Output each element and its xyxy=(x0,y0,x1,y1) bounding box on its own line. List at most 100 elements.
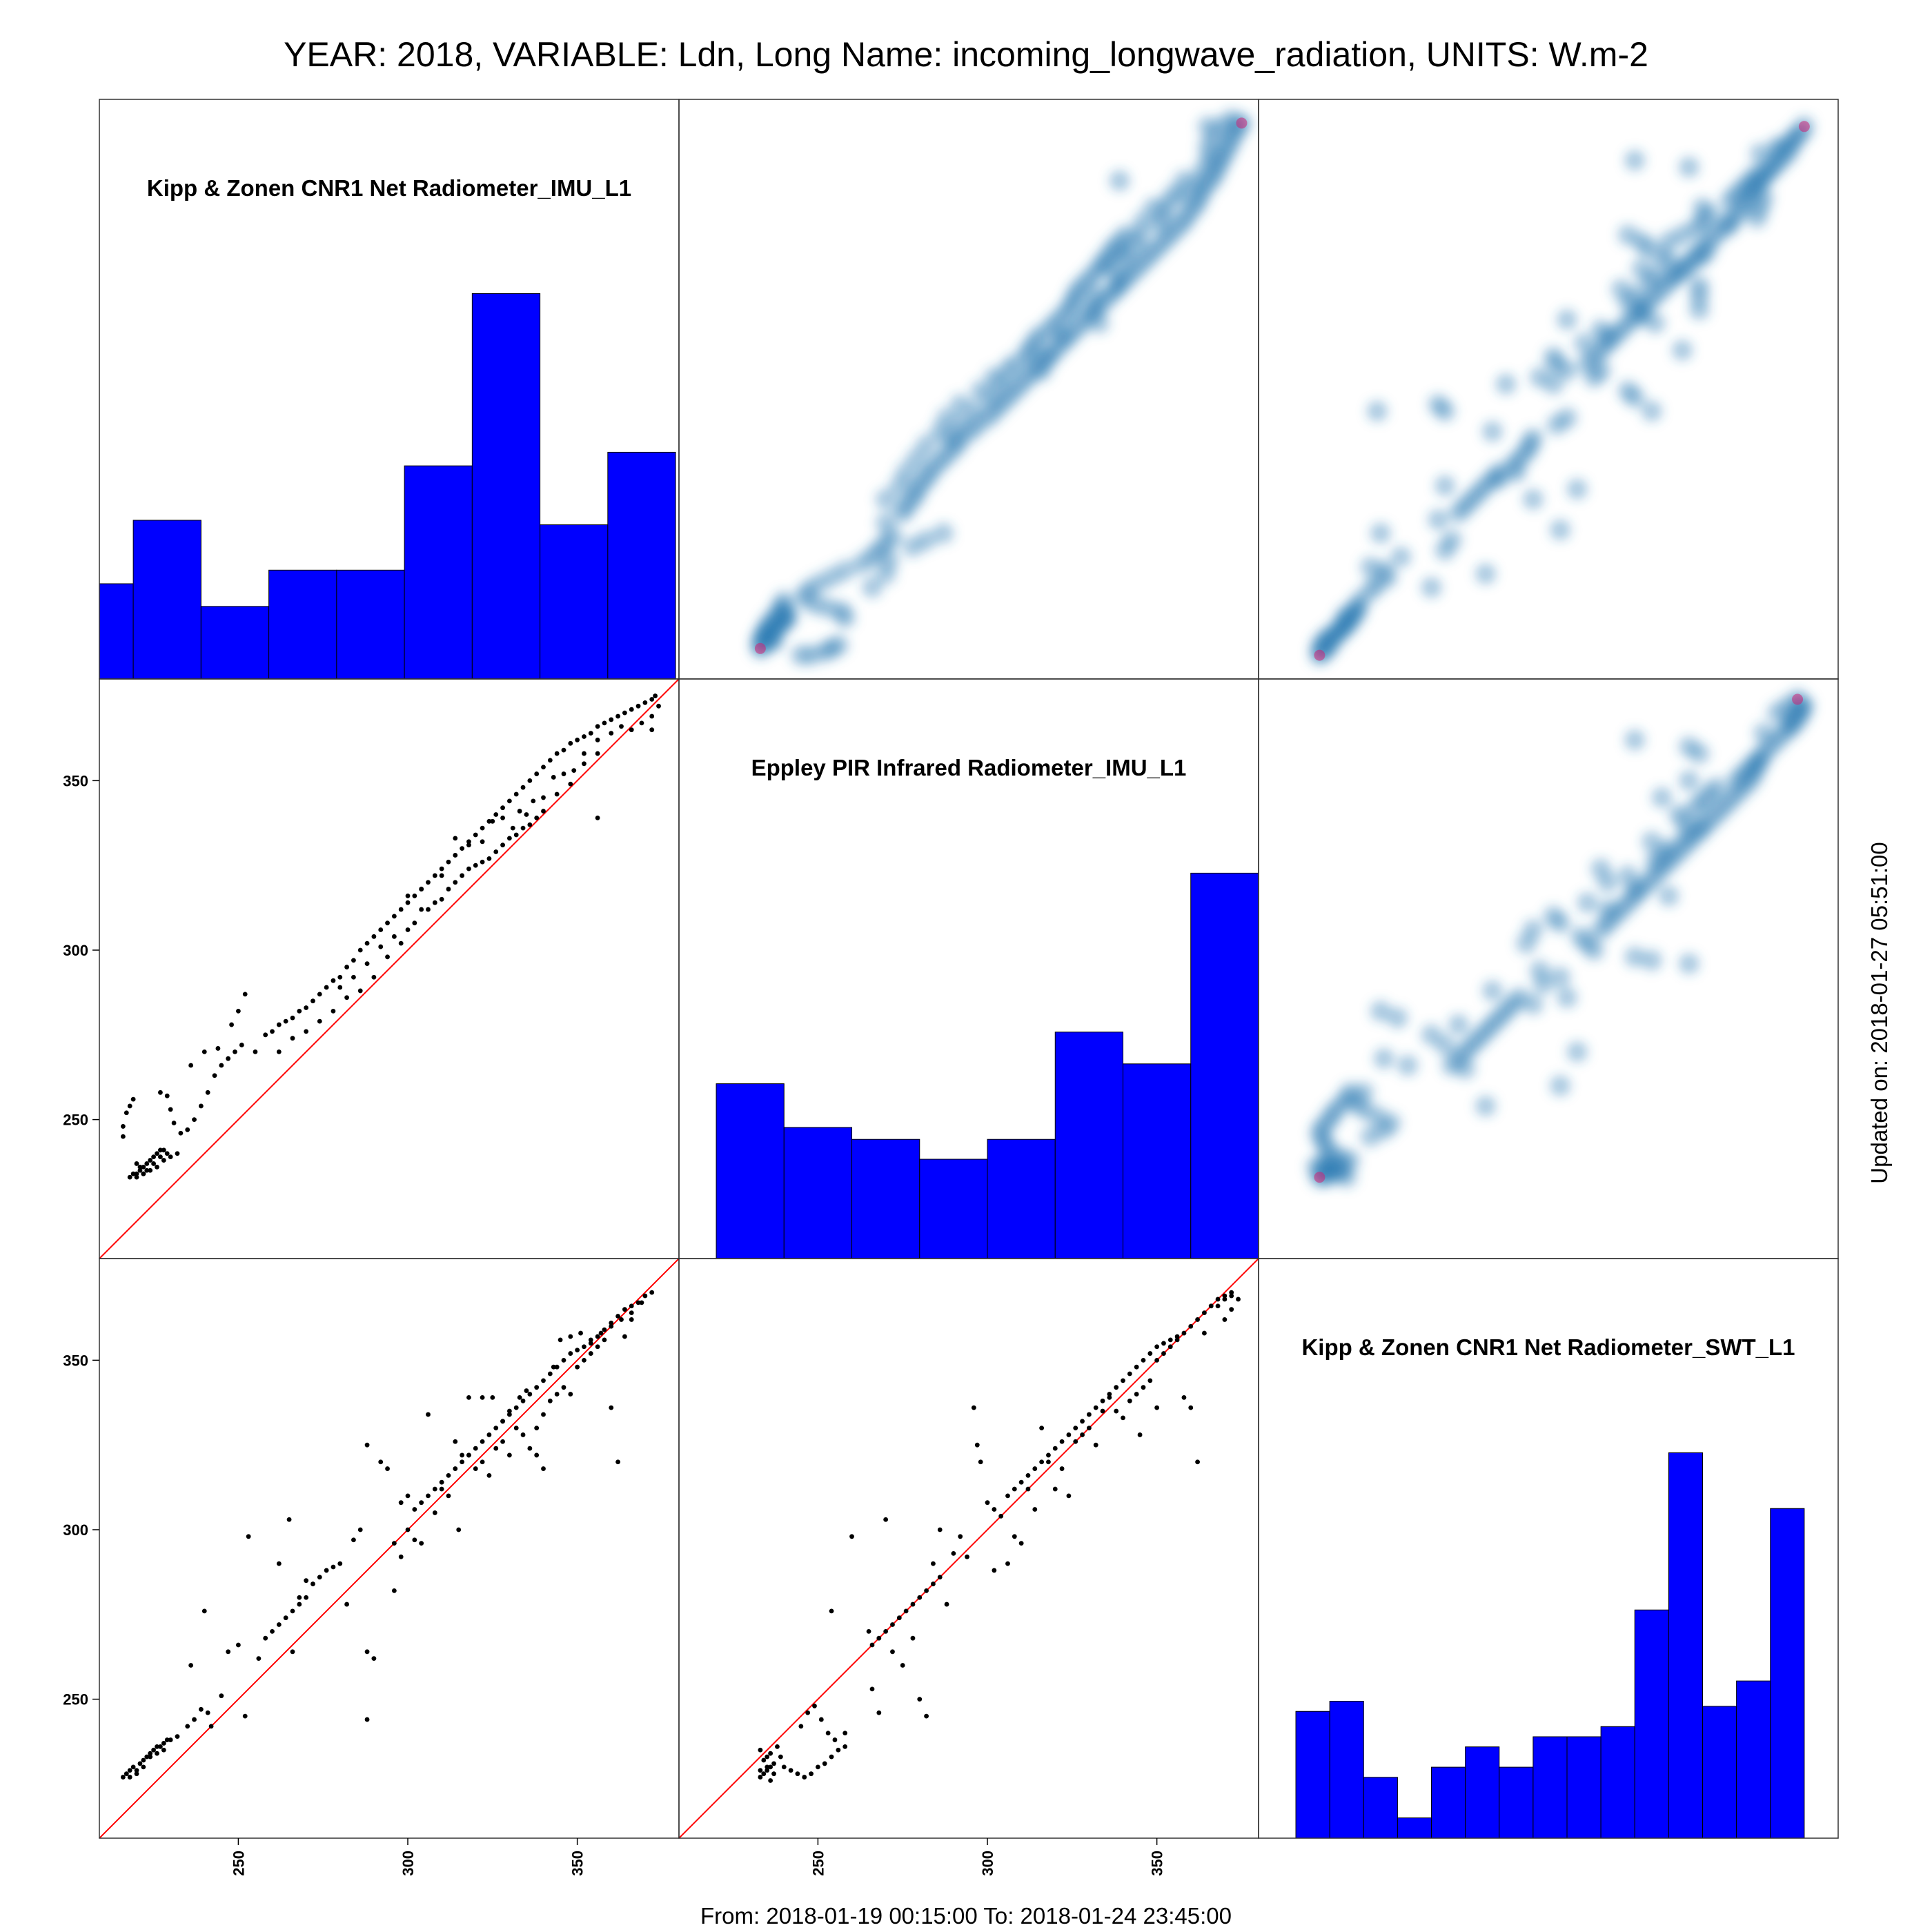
scatter-point-2-1-41 xyxy=(910,1601,916,1607)
scatter-point-2-0-121 xyxy=(534,1426,540,1431)
scatter-point-2-1-95 xyxy=(1202,1310,1207,1315)
density-blob-0-2-114 xyxy=(1610,279,1632,300)
scatter-point-1-0-79 xyxy=(453,853,458,858)
density-blob-0-2-104 xyxy=(1543,346,1564,368)
scatter-point-2-0-83 xyxy=(541,1378,546,1383)
scatter-point-2-1-46 xyxy=(869,1686,875,1692)
density-blob-0-2-51 xyxy=(1522,428,1544,449)
density-blob-0-1-158 xyxy=(963,400,985,422)
density-blob-0-2-145 xyxy=(1617,224,1639,246)
scatter-point-1-0-161 xyxy=(405,927,411,932)
density-blob-1-2-62 xyxy=(1624,946,1646,967)
scatter-point-2-1-23 xyxy=(836,1747,841,1753)
scatter-point-2-0-155 xyxy=(639,1300,644,1305)
scatter-point-2-1-51 xyxy=(910,1635,916,1641)
scatter-point-2-0-53 xyxy=(351,1537,356,1543)
scatter-point-2-0-117 xyxy=(506,1452,512,1458)
density-layer-1-2 xyxy=(1305,689,1815,1188)
scatter-point-1-0-48 xyxy=(236,1009,241,1014)
scatter-point-1-0-33 xyxy=(171,1121,177,1125)
y-tick-label-2-2: 350 xyxy=(63,1352,88,1369)
scatter-point-1-0-119 xyxy=(480,839,485,845)
scatter-point-1-0-95 xyxy=(561,747,566,753)
histogram-bar-2-9 xyxy=(1600,1726,1635,1839)
density-blob-0-2-43 xyxy=(1566,478,1588,500)
scatter-point-2-0-119 xyxy=(520,1432,526,1437)
scatter-point-2-1-69 xyxy=(1025,1472,1031,1478)
scatter-point-1-0-70 xyxy=(391,914,397,919)
diagonal-label-0: Kipp & Zonen CNR1 Net Radiometer_IMU_L1 xyxy=(147,175,631,201)
scatter-point-2-1-98 xyxy=(1222,1293,1228,1299)
density-blob-0-2-45 xyxy=(1488,469,1510,490)
histogram-bar-1-1 xyxy=(783,1127,853,1259)
scatter-point-1-0-2 xyxy=(124,1110,129,1116)
scatter-point-1-0-28 xyxy=(141,1171,146,1176)
scatter-point-2-1-107 xyxy=(1046,1459,1051,1465)
scatter-point-2-1-126 xyxy=(1174,1337,1180,1343)
scatter-point-1-0-123 xyxy=(517,809,522,814)
scatter-point-1-0-154 xyxy=(520,825,526,831)
scatter-point-1-0-35 xyxy=(185,1127,190,1132)
scatter-point-2-0-133 xyxy=(615,1459,620,1465)
density-blob-0-2-108 xyxy=(1590,319,1612,341)
scatter-point-2-1-73 xyxy=(1052,1446,1058,1451)
scatter-point-1-0-84 xyxy=(486,818,492,824)
scatter-point-2-1-114 xyxy=(1093,1442,1098,1448)
y-tick-label-1-2: 350 xyxy=(63,772,88,789)
scatter-point-2-0-137 xyxy=(466,1395,471,1400)
scatter-point-1-0-5 xyxy=(134,1161,139,1166)
density-peak-0-2-1 xyxy=(1798,121,1810,132)
density-blob-1-2-48 xyxy=(1566,1041,1588,1063)
scatter-point-2-1-110 xyxy=(1066,1493,1072,1499)
scatter-point-2-0-100 xyxy=(391,1588,397,1593)
scatter-point-2-1-71 xyxy=(1039,1459,1045,1465)
density-blob-0-1-173 xyxy=(1143,197,1164,219)
scatter-point-2-0-11 xyxy=(158,1744,163,1749)
scatter-point-2-0-69 xyxy=(446,1472,451,1478)
scatter-point-1-0-100 xyxy=(595,724,600,729)
scatter-point-2-1-6 xyxy=(765,1754,770,1759)
density-blob-1-2-65 xyxy=(1570,926,1591,947)
scatter-point-1-0-6 xyxy=(134,1171,139,1176)
scatter-point-1-0-169 xyxy=(513,832,519,838)
scatter-point-1-0-17 xyxy=(161,1158,166,1163)
scatter-point-2-0-24 xyxy=(198,1706,204,1712)
density-blob-0-2-55 xyxy=(1641,400,1662,422)
y-tick-label-1-1: 300 xyxy=(63,942,88,959)
scatter-point-1-0-145 xyxy=(398,940,404,946)
density-blob-0-1-167 xyxy=(1068,279,1090,300)
scatter-point-2-1-128 xyxy=(1188,1405,1194,1410)
scatter-point-2-0-94 xyxy=(615,1314,620,1319)
x-tick-label-1-0: 250 xyxy=(809,1851,827,1876)
scatter-point-1-0-72 xyxy=(405,900,411,905)
scatter-point-2-1-29 xyxy=(825,1731,831,1736)
scatter-point-2-0-18 xyxy=(155,1751,159,1756)
scatter-point-2-1-72 xyxy=(1046,1452,1051,1458)
density-blob-1-2-56 xyxy=(1481,980,1503,1001)
scatter-point-2-1-137 xyxy=(1222,1317,1228,1322)
scatter-point-2-0-61 xyxy=(391,1541,397,1546)
scatter-point-1-0-39 xyxy=(212,1073,217,1078)
scatter-point-2-1-81 xyxy=(1107,1392,1112,1397)
density-blob-0-1-48 xyxy=(916,529,937,551)
scatter-point-2-0-37 xyxy=(276,1622,282,1627)
scatter-point-1-0-129 xyxy=(571,768,577,773)
scatter-point-2-0-44 xyxy=(290,1649,295,1655)
scatter-point-1-0-158 xyxy=(364,961,370,967)
scatter-point-2-0-82 xyxy=(534,1385,540,1390)
scatter-point-1-0-175 xyxy=(595,751,600,756)
scatter-point-1-0-164 xyxy=(446,887,451,891)
scatter-point-2-1-11 xyxy=(768,1778,773,1783)
density-blob-0-2-146 xyxy=(1719,214,1740,235)
scatter-point-1-0-166 xyxy=(473,862,478,868)
scatter-point-2-1-26 xyxy=(805,1710,811,1715)
scatter-point-2-0-3 xyxy=(130,1764,136,1770)
scatter-point-1-0-111 xyxy=(649,713,655,719)
density-blob-1-2-46 xyxy=(1397,1055,1419,1076)
scatter-point-1-0-47 xyxy=(229,1022,234,1027)
density-blob-0-2-42 xyxy=(1522,489,1544,510)
scatter-point-1-0-113 xyxy=(629,727,634,733)
scatter-point-2-0-16 xyxy=(141,1764,146,1770)
scatter-point-2-0-92 xyxy=(602,1327,607,1332)
density-blob-1-2-137 xyxy=(1766,702,1788,724)
